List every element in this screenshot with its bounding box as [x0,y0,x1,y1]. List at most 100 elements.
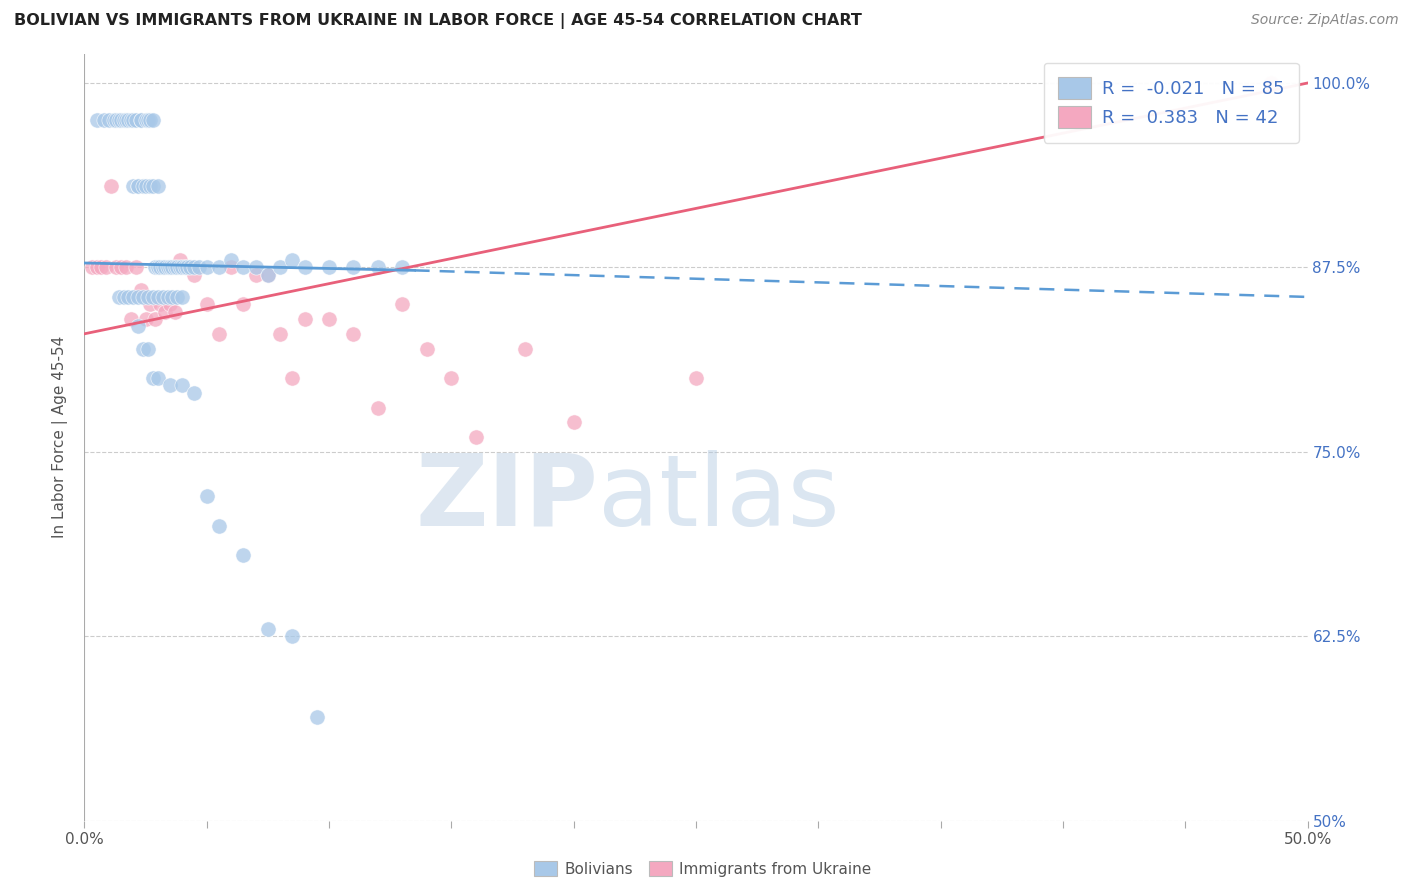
Point [135,112,157,127]
Point [166,260,188,275]
Point [146,179,169,194]
Text: BOLIVIAN VS IMMIGRANTS FROM UKRAINE IN LABOR FORCE | AGE 45-54 CORRELATION CHART: BOLIVIAN VS IMMIGRANTS FROM UKRAINE IN L… [14,13,862,29]
Point [142,112,165,127]
Point [122,179,145,194]
Point [195,297,218,311]
Point [281,253,304,268]
Point [172,260,194,275]
Point [93,112,115,127]
Point [163,260,186,275]
Point [416,342,439,356]
Point [269,260,291,275]
Point [195,489,218,503]
Point [232,297,254,311]
Point [105,112,128,127]
Point [132,342,155,356]
Point [1260,76,1282,90]
Point [159,260,181,275]
Point [169,260,191,275]
Point [110,112,132,127]
Point [188,260,211,275]
Point [367,401,389,415]
Point [513,342,536,356]
Point [208,326,231,341]
Text: ZIP: ZIP [415,450,598,547]
Point [318,312,340,326]
Point [183,385,205,400]
Point [115,112,138,127]
Point [232,548,254,562]
Point [112,290,135,304]
Point [156,260,179,275]
Point [120,312,142,326]
Point [139,297,162,311]
Point [97,112,120,127]
Point [143,312,166,326]
Point [169,253,191,268]
Point [179,260,201,275]
Point [100,179,122,194]
Point [149,260,172,275]
Point [125,260,148,275]
Point [183,268,205,282]
Point [367,260,389,275]
Point [146,290,169,304]
Point [159,297,181,311]
Point [173,260,195,275]
Point [173,260,195,275]
Point [80,260,103,275]
Point [103,112,125,127]
Point [156,290,179,304]
Point [96,260,118,275]
Point [125,112,148,127]
Point [136,112,159,127]
Point [166,290,188,304]
Point [685,371,707,385]
Point [232,260,254,275]
Point [146,260,169,275]
Point [117,290,139,304]
Point [172,290,194,304]
Point [90,260,112,275]
Point [163,304,186,318]
Point [127,319,149,334]
Point [152,290,174,304]
Point [139,179,162,194]
Point [142,290,165,304]
Point [281,371,304,385]
Point [342,260,364,275]
Point [153,260,176,275]
Point [135,179,157,194]
Point [142,371,165,385]
Point [112,112,135,127]
Point [183,260,205,275]
Point [146,371,169,385]
Point [129,283,152,297]
Point [257,622,280,636]
Point [440,371,463,385]
Text: atlas: atlas [598,450,839,547]
Point [127,290,149,304]
Point [176,260,198,275]
Point [120,112,142,127]
Point [391,297,413,311]
Point [464,430,486,444]
Point [294,260,316,275]
Point [162,260,184,275]
Point [305,710,328,724]
Point [245,268,267,282]
Point [136,290,159,304]
Point [245,260,267,275]
Point [219,260,242,275]
Point [127,179,149,194]
Point [179,260,201,275]
Legend: Bolivians, Immigrants from Ukraine: Bolivians, Immigrants from Ukraine [527,853,879,884]
Point [132,290,155,304]
Point [269,326,291,341]
Point [86,260,108,275]
Point [153,304,176,318]
Point [122,112,145,127]
Point [257,268,280,282]
Point [110,260,132,275]
Point [159,378,181,392]
